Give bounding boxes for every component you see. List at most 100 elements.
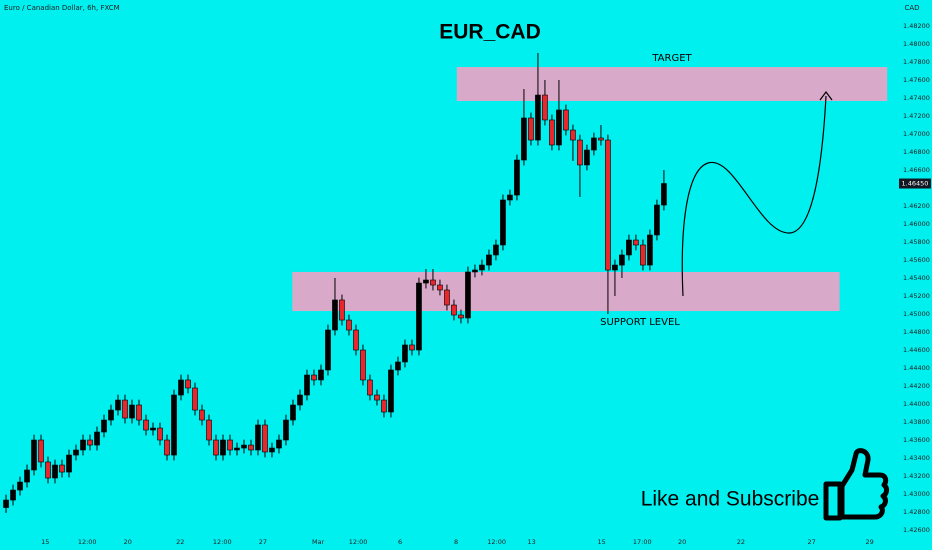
y-tick-label: 1.42600 xyxy=(903,526,930,534)
candle-body xyxy=(108,409,114,421)
candle-body xyxy=(465,271,471,319)
candle-body xyxy=(640,244,646,266)
candle-body xyxy=(73,449,79,456)
x-tick-label: 8 xyxy=(454,538,458,546)
axes: 1.48200 1.48000 1.47800 1.47600 1.47400 1.472… xyxy=(41,22,931,546)
candle-body xyxy=(185,379,191,389)
x-tick-label: 12:00 xyxy=(78,538,97,546)
subtitle: Euro / Canadian Dollar, 6h, FXCM xyxy=(4,4,120,12)
y-tick-label: 1.42800 xyxy=(903,508,930,516)
thumb-hand xyxy=(839,448,889,520)
y-tick-label: 1.48200 xyxy=(903,22,930,30)
y-tick-label: 1.43200 xyxy=(903,472,930,480)
zone xyxy=(292,271,840,312)
candle-body xyxy=(353,329,359,351)
x-tick-label: 6 xyxy=(398,538,402,546)
y-tick-label: 1.43600 xyxy=(903,436,930,444)
candle-body xyxy=(227,439,233,451)
candle-body xyxy=(248,444,254,451)
candle-body xyxy=(528,117,534,141)
y-tick-label: 1.45600 xyxy=(903,256,930,264)
y-tick-label: 1.43400 xyxy=(903,454,930,462)
thumbs-up-icon xyxy=(823,448,889,521)
candle-body xyxy=(3,499,9,508)
candle-body xyxy=(626,239,632,256)
candle-body xyxy=(605,139,611,271)
y-tick-label: 1.44200 xyxy=(903,382,930,390)
candle-body xyxy=(612,264,618,271)
projection-path xyxy=(681,95,827,297)
y-tick-label: 1.45800 xyxy=(903,238,930,246)
candle-body xyxy=(549,119,555,146)
candle-body xyxy=(87,439,93,446)
candle-body xyxy=(591,137,597,151)
annotation: Like and Subscribe xyxy=(641,488,820,511)
candle-body xyxy=(157,427,163,441)
candle-body xyxy=(437,284,443,291)
candle-body xyxy=(136,404,142,421)
candle-body xyxy=(283,419,289,441)
y-tick-label: 1.47800 xyxy=(903,58,930,66)
y-tick-label: 1.44400 xyxy=(903,364,930,372)
x-tick-label: Mar xyxy=(312,538,325,546)
candles xyxy=(3,53,667,513)
x-tick-label: 22 xyxy=(176,538,184,546)
candle-body xyxy=(255,424,261,451)
candle-body xyxy=(276,439,282,449)
candle-body xyxy=(381,399,387,413)
candle-body xyxy=(360,349,366,381)
x-tick-label: 17:00 xyxy=(633,538,652,546)
candle-body xyxy=(563,109,569,131)
candle-body xyxy=(423,279,429,284)
candle-body xyxy=(164,439,170,456)
x-tick-label: 20 xyxy=(124,538,132,546)
candle-body xyxy=(143,419,149,431)
candle-body xyxy=(178,379,184,396)
y-tick-label: 1.46200 xyxy=(903,202,930,210)
candle-body xyxy=(94,431,100,446)
y-tick-label: 1.44600 xyxy=(903,346,930,354)
candle-body xyxy=(388,369,394,413)
candle-body xyxy=(654,204,660,236)
candle-body xyxy=(297,394,303,406)
zones xyxy=(292,67,888,312)
candle-body xyxy=(395,361,401,371)
candle-body xyxy=(507,194,513,201)
x-tick-label: 12:00 xyxy=(213,538,232,546)
candle-body xyxy=(570,129,576,141)
candle-body xyxy=(367,379,373,396)
y-tick-label: 1.43000 xyxy=(903,490,930,498)
y-tick-label: 1.47400 xyxy=(903,94,930,102)
candle-body xyxy=(234,447,240,451)
candle-body xyxy=(661,183,667,206)
candle-body xyxy=(325,329,331,371)
x-tick-label: 13 xyxy=(528,538,536,546)
y-tick-label: 1.48000 xyxy=(903,40,930,48)
axis-label: CAD xyxy=(904,4,919,12)
candle-body xyxy=(59,464,65,473)
zone xyxy=(456,67,888,101)
candle-body xyxy=(304,374,310,396)
candle-body xyxy=(31,439,37,471)
candle-body xyxy=(619,254,625,266)
y-tick-label: 1.45000 xyxy=(903,310,930,318)
candle-body xyxy=(311,374,317,381)
x-tick-label: 22 xyxy=(737,538,745,546)
candle-body xyxy=(486,254,492,266)
candle-body xyxy=(479,264,485,271)
candle-body xyxy=(500,199,506,246)
x-tick-label: 29 xyxy=(866,538,874,546)
candle-body xyxy=(458,314,464,319)
candle-body xyxy=(17,481,23,491)
candle-body xyxy=(332,299,338,331)
candle-body xyxy=(80,439,86,451)
candle-body xyxy=(290,404,296,421)
price-label-box xyxy=(899,178,931,189)
candle-body xyxy=(598,137,604,141)
candle-body xyxy=(556,109,562,146)
candle-body xyxy=(472,269,478,273)
x-tick-label: 27 xyxy=(807,538,815,546)
candle-body xyxy=(535,94,541,141)
x-tick-label: 12:00 xyxy=(487,538,506,546)
